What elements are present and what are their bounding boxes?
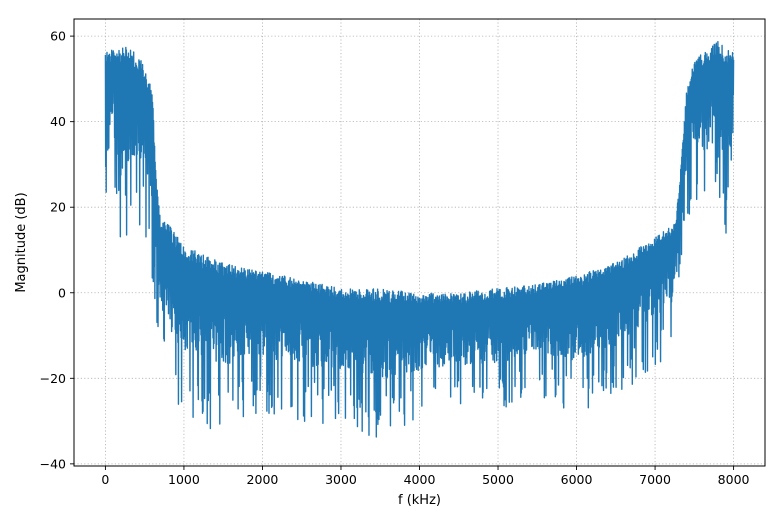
y-tick-label: 0 [58, 285, 66, 300]
x-tick-label: 7000 [639, 472, 671, 487]
x-tick-label: 1000 [168, 472, 200, 487]
y-tick-label: 20 [50, 200, 66, 215]
y-tick-label: 60 [50, 29, 66, 44]
x-axis: 0 1000 2000 3000 4000 5000 6000 7000 8000 [101, 466, 750, 487]
x-tick-label: 5000 [482, 472, 514, 487]
x-tick-label: 8000 [718, 472, 750, 487]
y-tick-label: −40 [40, 456, 66, 471]
x-tick-label: 2000 [247, 472, 279, 487]
y-tick-label: −20 [40, 371, 66, 386]
x-tick-label: 6000 [561, 472, 593, 487]
series-layer [104, 40, 735, 438]
y-axis: −40 −20 0 20 40 60 [40, 29, 74, 471]
x-tick-label: 0 [101, 472, 109, 487]
x-axis-label: f (kHz) [398, 493, 441, 508]
magnitude-series-line [104, 40, 735, 438]
x-tick-label: 4000 [404, 472, 436, 487]
y-tick-label: 40 [50, 114, 66, 129]
x-tick-label: 3000 [325, 472, 357, 487]
y-axis-label: Magnitude (dB) [14, 192, 29, 292]
